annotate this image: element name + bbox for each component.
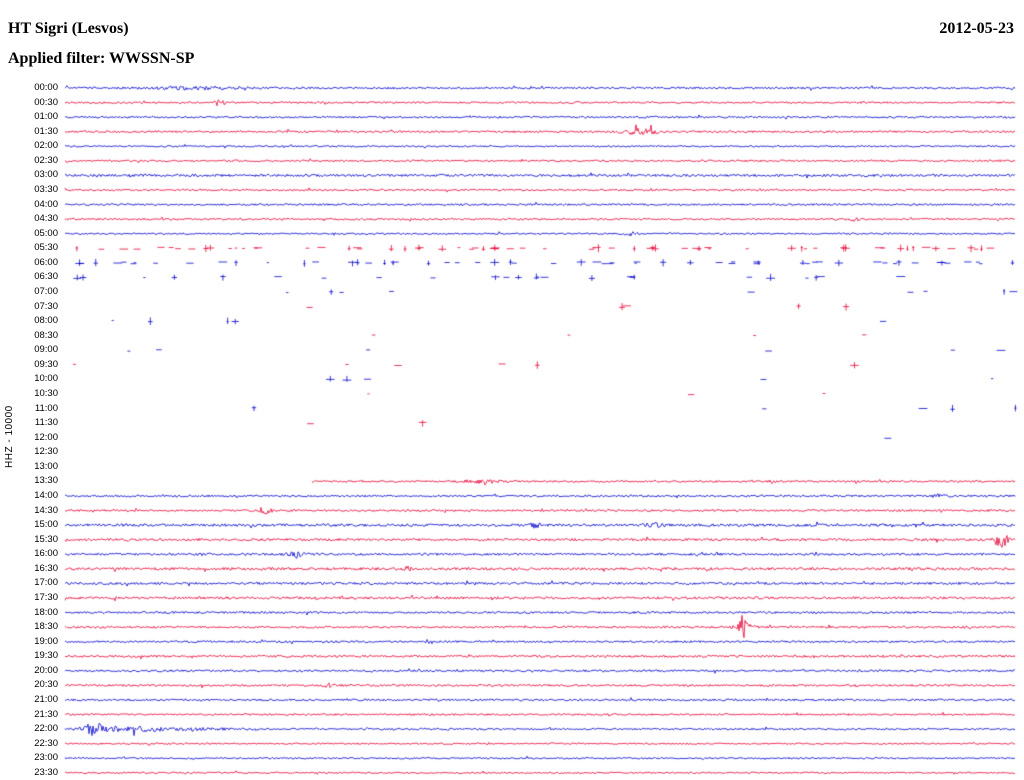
seismogram-traces [0, 0, 1024, 780]
helicorder-page: HT Sigri (Lesvos) 2012-05-23 Applied fil… [0, 0, 1024, 780]
